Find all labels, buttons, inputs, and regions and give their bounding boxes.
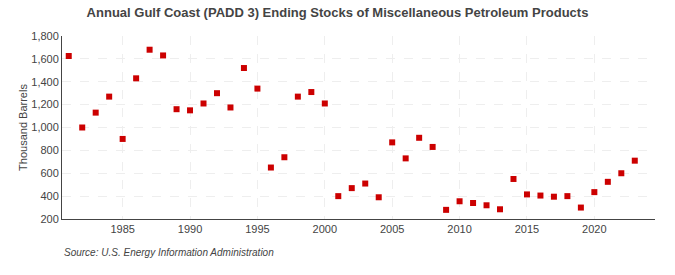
svg-text:1985: 1985 (110, 223, 134, 235)
svg-text:800: 800 (40, 144, 58, 156)
svg-text:2000: 2000 (313, 223, 337, 235)
svg-text:1990: 1990 (178, 223, 202, 235)
svg-text:1,800: 1,800 (31, 30, 59, 42)
svg-text:Source: U.S. Energy Informatio: Source: U.S. Energy Information Administ… (64, 247, 274, 258)
svg-text:2015: 2015 (515, 223, 539, 235)
svg-text:1,000: 1,000 (31, 121, 59, 133)
svg-text:1,600: 1,600 (31, 53, 59, 65)
svg-text:Annual Gulf Coast (PADD 3) End: Annual Gulf Coast (PADD 3) Ending Stocks… (87, 5, 589, 20)
svg-text:2010: 2010 (447, 223, 471, 235)
svg-text:Thousand Barrels: Thousand Barrels (17, 84, 29, 171)
svg-text:2020: 2020 (582, 223, 606, 235)
svg-text:1,400: 1,400 (31, 76, 59, 88)
svg-text:600: 600 (40, 167, 58, 179)
svg-text:400: 400 (40, 190, 58, 202)
svg-text:200: 200 (40, 213, 58, 225)
svg-text:1,200: 1,200 (31, 98, 59, 110)
svg-text:1995: 1995 (245, 223, 269, 235)
svg-text:2005: 2005 (380, 223, 404, 235)
